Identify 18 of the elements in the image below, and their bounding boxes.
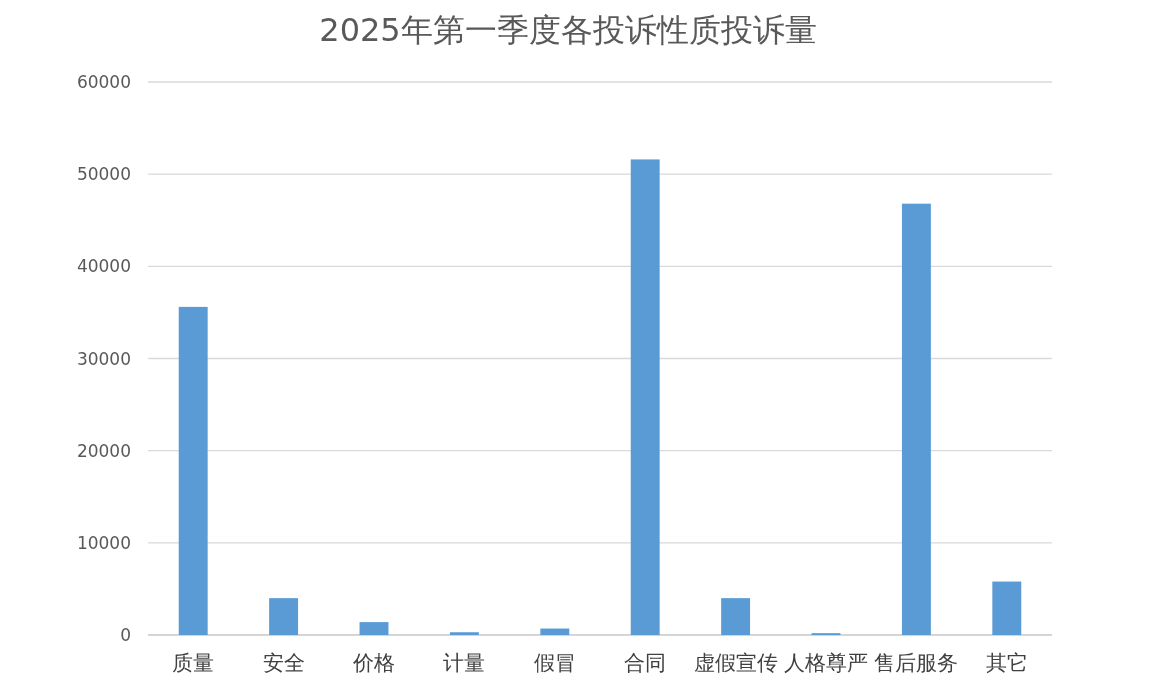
y-tick-label: 20000 <box>76 440 131 461</box>
y-tick-label: 60000 <box>76 72 131 92</box>
x-tick-label: 售后服务 <box>874 651 959 675</box>
x-tick-label: 其它 <box>985 651 1028 675</box>
x-tick-label: 人格尊严 <box>784 651 868 675</box>
y-tick-label: 50000 <box>76 164 131 185</box>
x-tick-label: 质量 <box>172 651 215 675</box>
x-tick-label: 价格 <box>353 651 395 675</box>
x-tick-label: 假冒 <box>533 651 576 675</box>
x-tick-label: 虚假宣传 <box>693 651 778 675</box>
y-tick-label: 30000 <box>76 348 131 369</box>
y-tick-label: 0 <box>120 625 131 645</box>
x-tick-label: 安全 <box>262 651 305 675</box>
x-tick-label: 合同 <box>624 651 667 675</box>
y-tick-label: 10000 <box>76 532 131 553</box>
x-tick-label: 计量 <box>443 651 486 675</box>
y-tick-label: 40000 <box>76 256 131 277</box>
title: 2025年第一季度各投诉性质投诉量 <box>319 11 817 49</box>
